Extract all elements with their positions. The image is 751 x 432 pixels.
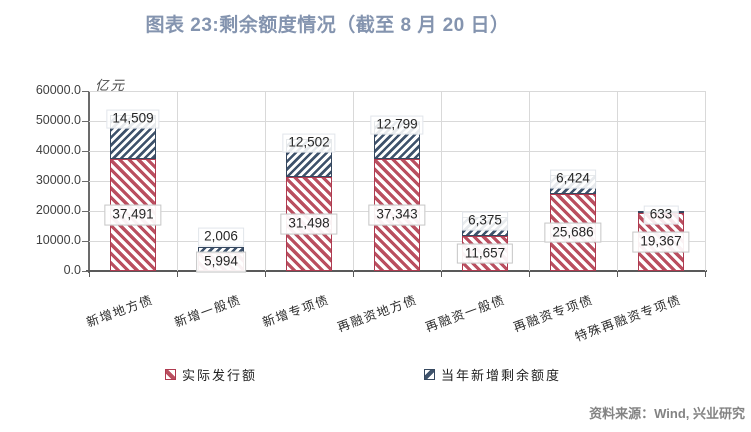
x-axis-tick [353,272,354,277]
gridline [89,91,705,92]
legend-item-remaining-quota: 当年新增剩余额度 [424,365,561,384]
data-label-actual-issuance: 19,367 [632,231,690,253]
y-axis-tick [82,241,88,242]
y-axis-label: 30000.0 [35,173,81,187]
legend-swatch-red-hatch-icon [165,369,176,380]
y-axis-tick [82,121,88,122]
x-axis-tick [441,272,442,277]
data-label-actual-issuance: 37,491 [104,204,162,226]
legend-item-actual-issuance: 实际发行额 [165,365,257,384]
data-label-remaining-quota: 6,424 [550,169,596,189]
x-axis-label: 再融资地方债 [335,291,420,335]
data-label-remaining-quota: 2,006 [198,227,244,247]
x-axis-tick [89,272,90,277]
x-axis-tick [529,272,530,277]
y-axis-tick [82,181,88,182]
y-axis-label: 40000.0 [35,143,81,157]
chart-title: 图表 23:剩余额度情况（截至 8 月 20 日） [145,15,510,36]
y-axis-tick [82,211,88,212]
data-label-actual-issuance: 11,657 [456,243,514,264]
gridline [177,91,178,271]
y-axis-unit-label: 亿元 [95,78,126,94]
gridline [617,91,618,271]
x-axis-line [86,270,707,272]
data-label-remaining-quota: 6,375 [462,211,508,231]
source-note: 资料来源：Wind, 兴业研究 [589,406,745,421]
legend-label: 当年新增剩余额度 [441,369,562,384]
y-axis-label: 20000.0 [35,203,81,217]
legend-swatch-blue-hatch-icon [424,369,435,380]
data-label-remaining-quota: 14,509 [106,109,160,129]
y-axis-tick [82,271,88,272]
x-axis-tick [265,272,266,277]
gridline [705,91,706,271]
gridline [529,91,530,271]
y-axis-tick [82,91,88,92]
data-label-actual-issuance: 37,343 [368,204,426,226]
gridline [353,91,354,271]
x-axis-label: 新增专项债 [260,291,332,330]
y-axis-label: 60000.0 [35,83,81,97]
y-axis-tick [82,151,88,152]
gridline [265,91,266,271]
x-axis-tick [617,272,618,277]
data-label-remaining-quota: 12,502 [282,133,336,153]
x-axis-tick [705,272,706,277]
gridline [441,91,442,271]
x-axis-label: 新增地方债 [84,291,156,330]
y-axis-line [88,91,90,273]
data-label-actual-issuance: 25,686 [544,222,602,243]
x-axis-label: 再融资一般债 [423,291,508,335]
data-label-actual-issuance: 5,994 [196,251,246,273]
plot-area: 亿元 0.0 10000.0 20000.0 30000.0 40000.0 50000.… [36,78,707,344]
y-axis-label: 0.0 [63,263,81,277]
data-label-remaining-quota: 633 [643,205,679,225]
data-label-actual-issuance: 31,498 [280,213,338,235]
x-axis-tick [177,272,178,277]
data-label-remaining-quota: 12,799 [370,115,424,135]
x-axis-label: 新增一般债 [172,291,244,330]
legend-label: 实际发行额 [182,369,258,384]
y-axis-label: 50000.0 [35,113,81,127]
y-axis-label: 10000.0 [35,233,81,247]
